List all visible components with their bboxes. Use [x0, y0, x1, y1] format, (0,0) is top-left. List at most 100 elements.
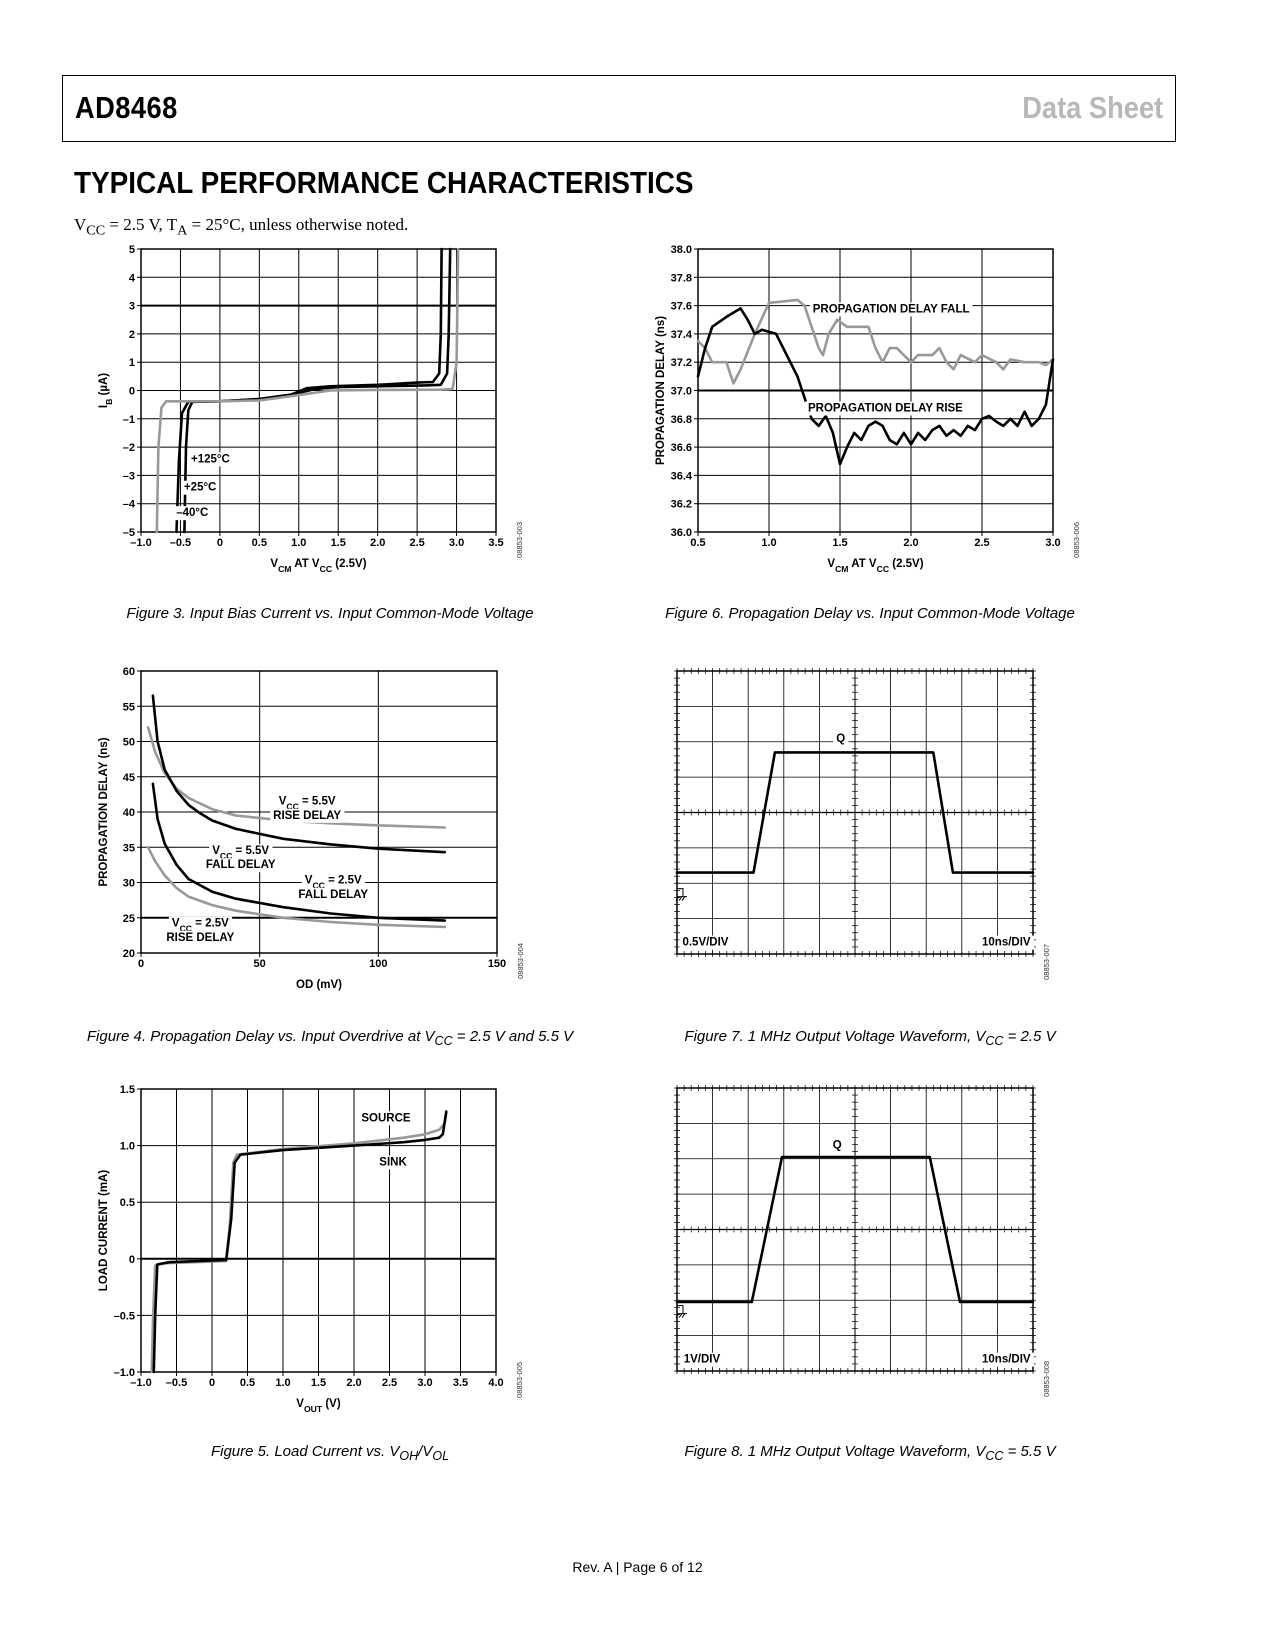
x-axis-label: VCM AT VCC (2.5V) [270, 558, 366, 574]
annotation-label: VCC = 5.5V [279, 796, 336, 812]
x-tick-label: 1.0 [275, 1377, 290, 1389]
y-tick-label: –2 [123, 442, 135, 454]
header-box: AD8468 Data Sheet [62, 75, 1176, 142]
annotation-label: RISE DELAY [273, 810, 341, 822]
figure-4-caption: Figure 4. Propagation Delay vs. Input Ov… [86, 1028, 574, 1048]
x-tick-label: 2.0 [370, 537, 385, 549]
annotation-label: VCC = 5.5V [212, 845, 269, 861]
x-tick-label: 3.5 [453, 1377, 468, 1389]
y-tick-label: –0.5 [114, 1310, 135, 1322]
figure-3: –1.0 –0.5 0 0.5 1.0 1.5 2.0 2.5 3.0 3.5 –5 –4 –3 –2 –1… [98, 244, 560, 585]
page-footer: Rev. A | Page 6 of 12 [572, 1559, 703, 1575]
x-tick-label: 4.0 [488, 1377, 503, 1389]
y-tick-label: –3 [123, 470, 135, 482]
x-tick-label: 0 [217, 537, 223, 549]
annotation-backing [979, 1352, 1034, 1367]
y-tick-label: 36.6 [671, 442, 692, 454]
annotation-label: Q [836, 733, 845, 745]
x-tick-label: –0.5 [170, 537, 191, 549]
figure-reference-number: 08853-003 [515, 522, 524, 558]
annotation-label: 0.5V/DIV [682, 937, 728, 949]
y-tick-label: 40 [123, 807, 135, 819]
x-tick-label: 0.5 [240, 1377, 255, 1389]
annotation-label: SINK [379, 1156, 407, 1168]
series-line [175, 247, 443, 534]
ground-marker-icon [675, 888, 687, 901]
document-type: Data Sheet [1021, 90, 1163, 125]
annotation-label: PROPAGATION DELAY FALL [813, 303, 970, 315]
figure-reference-number: 08853-008 [1042, 1361, 1051, 1397]
figure-8: Q 1V/DIV 10ns/DIV 08853-008 [640, 1085, 1100, 1425]
y-tick-label: 35 [123, 842, 135, 854]
y-tick-label: 5 [129, 244, 135, 256]
fig5-svg: –1.0 –0.5 0 0.5 1.0 1.5 2.0 2.5 3.0 3.5 4.0 –1.0 –0.… [98, 1084, 524, 1414]
annotation-label: SOURCE [361, 1112, 411, 1124]
annotation-backing [829, 1138, 845, 1153]
figure-3-caption: Figure 3. Input Bias Current vs. Input C… [126, 605, 534, 622]
figure-8-caption: Figure 8. 1 MHz Output Voltage Waveform,… [684, 1443, 1056, 1463]
series-line [151, 694, 447, 854]
x-axis-label: OD (mV) [296, 979, 342, 991]
figure-reference-number: 08853-006 [1072, 522, 1081, 558]
annotation-backing [979, 935, 1034, 950]
y-tick-label: 0 [129, 1254, 135, 1266]
figure-reference-number: 08853-005 [515, 1362, 524, 1398]
annotation-label: FALL DELAY [206, 859, 276, 871]
series-line [155, 247, 460, 534]
y-axis-label: LOAD CURRENT (mA) [98, 1170, 110, 1292]
x-tick-label: 100 [369, 958, 387, 970]
y-tick-label: 25 [123, 913, 135, 925]
part-number: AD8468 [75, 90, 178, 125]
annotation-label: VCC = 2.5V [305, 875, 362, 891]
y-tick-label: 4 [129, 272, 136, 284]
series-line [696, 298, 1055, 385]
annotation-label: 10ns/DIV [982, 937, 1031, 949]
series-line [150, 1110, 448, 1374]
y-tick-label: 36.8 [671, 414, 692, 426]
annotation-label: FALL DELAY [298, 889, 368, 901]
y-tick-label: 50 [123, 737, 135, 749]
y-axis-label: IB (µA) [98, 373, 114, 408]
x-tick-label: 2.5 [409, 537, 424, 549]
y-axis-label: PROPAGATION DELAY (ns) [98, 737, 110, 886]
section-title: TYPICAL PERFORMANCE CHARACTERISTICS [74, 165, 694, 200]
annotation-label: VCC = 2.5V [172, 918, 229, 934]
y-tick-label: 1.5 [120, 1084, 135, 1096]
fig3-svg: –1.0 –0.5 0 0.5 1.0 1.5 2.0 2.5 3.0 3.5 –5 –4 –3 –2 –1… [98, 244, 524, 574]
figure-6-caption: Figure 6. Propagation Delay vs. Input Co… [665, 605, 1075, 622]
x-axis-label: VCM AT VCC (2.5V) [827, 558, 923, 574]
annotation-backing [805, 401, 967, 416]
y-tick-label: –4 [123, 499, 136, 511]
annotation-label: 10ns/DIV [982, 1354, 1031, 1366]
x-tick-label: 3.0 [449, 537, 464, 549]
annotation-label: +125°C [191, 453, 230, 465]
fig8-graticule [674, 1085, 1036, 1374]
annotation-backing [163, 930, 238, 945]
y-tick-label: 55 [123, 701, 135, 713]
annotation-label: –40°C [176, 507, 208, 519]
annotation-backing [188, 452, 233, 467]
y-tick-label: 38.0 [671, 244, 692, 256]
y-tick-label: 60 [123, 666, 135, 678]
y-tick-label: –5 [123, 527, 135, 539]
x-tick-label: 0 [209, 1377, 215, 1389]
x-tick-label: 50 [254, 958, 266, 970]
series-line [675, 1155, 1035, 1304]
annotation-backing [680, 1352, 724, 1367]
figure-7: Q 0.5V/DIV 10ns/DIV 08853-007 [640, 668, 1100, 1008]
annotation-backing [833, 732, 849, 747]
x-tick-label: 2.5 [382, 1377, 397, 1389]
annotation-backing [173, 506, 212, 521]
annotation-backing [209, 844, 273, 863]
y-tick-label: 2 [129, 329, 135, 341]
x-tick-label: 1.5 [311, 1377, 326, 1389]
plot-frame [676, 1087, 1034, 1372]
y-tick-label: 0 [129, 386, 135, 398]
x-tick-label: –0.5 [166, 1377, 187, 1389]
series-line [152, 1110, 448, 1374]
annotation-backing [679, 935, 732, 950]
y-tick-label: 30 [123, 878, 135, 890]
y-tick-label: 36.0 [671, 527, 692, 539]
y-tick-label: 37.0 [671, 386, 692, 398]
series-line [183, 247, 452, 534]
